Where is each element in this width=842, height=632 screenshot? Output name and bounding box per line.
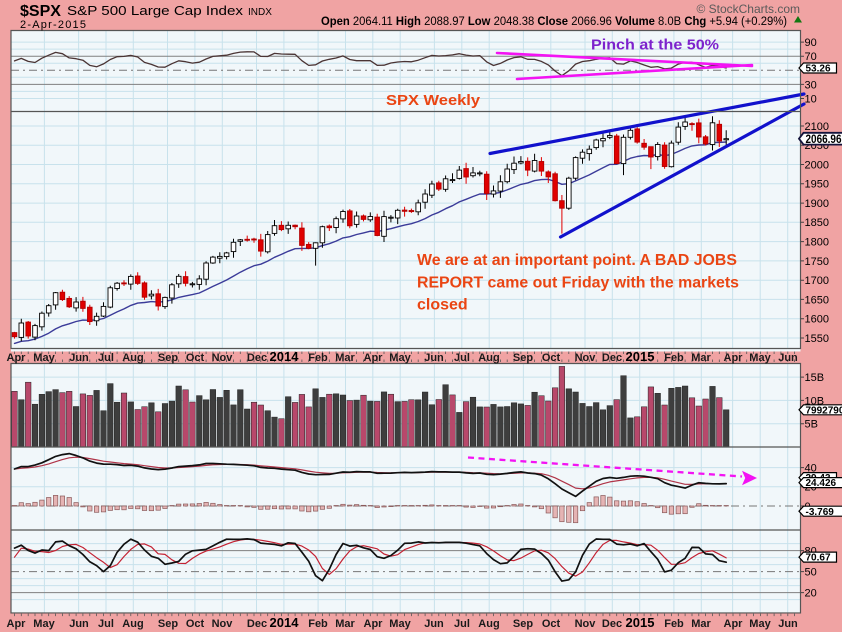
svg-text:20: 20: [805, 588, 817, 600]
svg-text:1600: 1600: [805, 314, 829, 326]
svg-text:1750: 1750: [805, 256, 829, 268]
svg-text:Apr: Apr: [7, 618, 27, 630]
svg-text:Sep: Sep: [513, 618, 533, 630]
svg-text:SPX Weekly: SPX Weekly: [386, 92, 481, 109]
svg-text:1550: 1550: [805, 333, 829, 345]
svg-text:Mar: Mar: [691, 352, 711, 364]
svg-text:53.26: 53.26: [806, 64, 831, 75]
svg-text:70.67: 70.67: [806, 553, 831, 564]
svg-text:Jun: Jun: [69, 352, 89, 364]
svg-text:Jul: Jul: [454, 352, 470, 364]
svg-text:S&P 500 Large Cap Index: S&P 500 Large Cap Index: [67, 3, 244, 18]
svg-text:Mar: Mar: [691, 618, 711, 630]
svg-text:Jun: Jun: [778, 352, 798, 364]
svg-text:Oct: Oct: [542, 352, 561, 364]
svg-text:Jun: Jun: [424, 618, 444, 630]
svg-text:10: 10: [805, 93, 817, 105]
svg-text:2-Apr-2015: 2-Apr-2015: [20, 19, 86, 31]
svg-text:Dec: Dec: [602, 618, 622, 630]
svg-text:Pinch at the 50%: Pinch at the 50%: [591, 38, 719, 54]
svg-text:Open 2064.11 High 2088.97 Low: Open 2064.11 High 2088.97 Low 2048.38 Cl…: [321, 16, 787, 28]
svg-text:We are at an important point.: We are at an important point. A BAD JOBS: [417, 252, 737, 269]
svg-text:Apr: Apr: [724, 352, 744, 364]
svg-text:Dec: Dec: [247, 352, 267, 364]
svg-text:Dec: Dec: [602, 352, 622, 364]
svg-text:79927900: 79927900: [806, 405, 842, 416]
svg-text:1800: 1800: [805, 237, 829, 249]
svg-text:Apr: Apr: [724, 618, 744, 630]
svg-text:Apr: Apr: [364, 618, 384, 630]
svg-text:Sep: Sep: [158, 618, 178, 630]
svg-text:Jul: Jul: [454, 618, 470, 630]
svg-text:Apr: Apr: [7, 352, 27, 364]
svg-text:Feb: Feb: [664, 618, 684, 630]
svg-text:2066.96: 2066.96: [806, 132, 842, 146]
svg-text:1850: 1850: [805, 217, 829, 229]
svg-text:Feb: Feb: [308, 352, 328, 364]
svg-text:May: May: [389, 352, 411, 364]
svg-text:Nov: Nov: [212, 352, 234, 364]
svg-text:5B: 5B: [805, 419, 818, 431]
svg-text:-3.769: -3.769: [806, 507, 835, 518]
svg-text:2015: 2015: [626, 349, 655, 364]
svg-text:$SPX: $SPX: [20, 3, 61, 20]
svg-text:May: May: [33, 618, 55, 630]
svg-text:Apr: Apr: [364, 352, 384, 364]
svg-text:40: 40: [805, 463, 817, 475]
svg-text:INDX: INDX: [248, 7, 272, 18]
svg-text:Aug: Aug: [122, 352, 143, 364]
svg-text:Nov: Nov: [575, 352, 597, 364]
svg-text:Dec: Dec: [247, 618, 267, 630]
svg-text:Jun: Jun: [778, 618, 798, 630]
svg-text:90: 90: [805, 37, 817, 49]
svg-text:Sep: Sep: [158, 352, 178, 364]
svg-text:2014: 2014: [270, 615, 300, 630]
svg-text:Oct: Oct: [186, 352, 205, 364]
svg-text:Nov: Nov: [575, 618, 597, 630]
svg-text:Mar: Mar: [335, 352, 355, 364]
svg-text:1650: 1650: [805, 294, 829, 306]
svg-text:Mar: Mar: [335, 618, 355, 630]
svg-text:closed: closed: [417, 297, 468, 314]
svg-text:Sep: Sep: [513, 352, 533, 364]
svg-text:1700: 1700: [805, 275, 829, 287]
svg-text:1950: 1950: [805, 179, 829, 191]
svg-text:May: May: [749, 618, 771, 630]
svg-text:2000: 2000: [805, 159, 829, 171]
svg-text:May: May: [389, 618, 411, 630]
svg-text:Feb: Feb: [308, 618, 328, 630]
svg-text:REPORT came out Friday with th: REPORT came out Friday with the markets: [417, 275, 739, 292]
svg-text:Aug: Aug: [478, 618, 499, 630]
svg-text:Oct: Oct: [542, 618, 561, 630]
svg-text:70: 70: [805, 51, 817, 63]
svg-text:May: May: [33, 352, 55, 364]
svg-text:May: May: [749, 352, 771, 364]
svg-text:Aug: Aug: [122, 618, 143, 630]
svg-text:Jul: Jul: [98, 618, 114, 630]
svg-text:Aug: Aug: [478, 352, 499, 364]
svg-text:30: 30: [805, 79, 817, 91]
svg-text:Oct: Oct: [186, 618, 205, 630]
svg-text:24.426: 24.426: [806, 478, 837, 489]
svg-text:Jul: Jul: [98, 352, 114, 364]
svg-text:Jun: Jun: [69, 618, 89, 630]
svg-text:© StockCharts.com: © StockCharts.com: [696, 2, 800, 16]
svg-text:Jun: Jun: [424, 352, 444, 364]
svg-text:Nov: Nov: [212, 618, 234, 630]
svg-text:Feb: Feb: [664, 352, 684, 364]
svg-text:50: 50: [805, 567, 817, 579]
svg-text:1900: 1900: [805, 198, 829, 210]
svg-text:15B: 15B: [805, 372, 825, 384]
svg-text:2014: 2014: [270, 349, 300, 364]
svg-text:2015: 2015: [626, 615, 655, 630]
svg-text:2100: 2100: [805, 121, 829, 133]
